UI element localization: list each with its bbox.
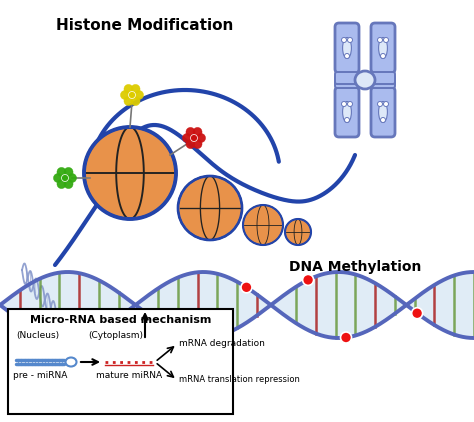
Circle shape <box>124 84 133 94</box>
FancyBboxPatch shape <box>335 76 395 88</box>
Circle shape <box>347 102 353 106</box>
Text: pre - miRNA: pre - miRNA <box>13 371 67 380</box>
Circle shape <box>340 332 352 343</box>
Circle shape <box>191 135 198 141</box>
Circle shape <box>124 97 133 106</box>
Circle shape <box>54 173 63 183</box>
Circle shape <box>377 38 383 43</box>
Circle shape <box>57 179 66 189</box>
Circle shape <box>345 117 349 122</box>
Circle shape <box>131 84 140 94</box>
Circle shape <box>381 117 385 122</box>
Ellipse shape <box>343 102 351 122</box>
Circle shape <box>135 90 144 100</box>
Circle shape <box>341 38 346 43</box>
Circle shape <box>64 179 73 189</box>
Ellipse shape <box>343 38 351 59</box>
Circle shape <box>381 54 385 59</box>
Circle shape <box>84 127 176 219</box>
FancyBboxPatch shape <box>371 23 395 73</box>
Circle shape <box>193 140 202 149</box>
Circle shape <box>285 219 311 245</box>
Circle shape <box>170 326 181 337</box>
Circle shape <box>128 92 136 98</box>
FancyBboxPatch shape <box>8 309 233 414</box>
FancyBboxPatch shape <box>335 23 359 73</box>
Circle shape <box>193 127 202 136</box>
Circle shape <box>120 90 129 100</box>
FancyBboxPatch shape <box>335 87 359 137</box>
Circle shape <box>62 175 69 181</box>
Circle shape <box>383 102 389 106</box>
Text: DNA Methylation: DNA Methylation <box>289 260 421 274</box>
Circle shape <box>341 102 346 106</box>
Text: (Cytoplasm): (Cytoplasm) <box>89 331 144 340</box>
Circle shape <box>383 38 389 43</box>
Circle shape <box>186 127 195 136</box>
FancyBboxPatch shape <box>371 87 395 137</box>
Circle shape <box>377 102 383 106</box>
Ellipse shape <box>379 38 387 59</box>
FancyBboxPatch shape <box>335 72 395 84</box>
Text: mature miRNA: mature miRNA <box>96 371 162 380</box>
Circle shape <box>182 133 191 143</box>
Circle shape <box>243 205 283 245</box>
Text: mRNA degradation: mRNA degradation <box>179 340 265 349</box>
Ellipse shape <box>355 71 375 89</box>
Circle shape <box>178 176 242 240</box>
Text: mRNA translation repression: mRNA translation repression <box>179 376 300 384</box>
Text: Micro-RNA based mechanism: Micro-RNA based mechanism <box>30 315 211 325</box>
Circle shape <box>241 282 252 293</box>
Text: (Nucleus): (Nucleus) <box>17 331 60 340</box>
Circle shape <box>186 140 195 149</box>
Circle shape <box>411 308 423 319</box>
Ellipse shape <box>379 102 387 122</box>
Circle shape <box>131 97 140 106</box>
Circle shape <box>345 54 349 59</box>
Circle shape <box>67 173 76 183</box>
Circle shape <box>347 38 353 43</box>
Circle shape <box>64 168 73 176</box>
Circle shape <box>302 274 314 285</box>
Text: Histone Modification: Histone Modification <box>56 18 234 33</box>
Circle shape <box>57 168 66 176</box>
Circle shape <box>196 133 206 143</box>
